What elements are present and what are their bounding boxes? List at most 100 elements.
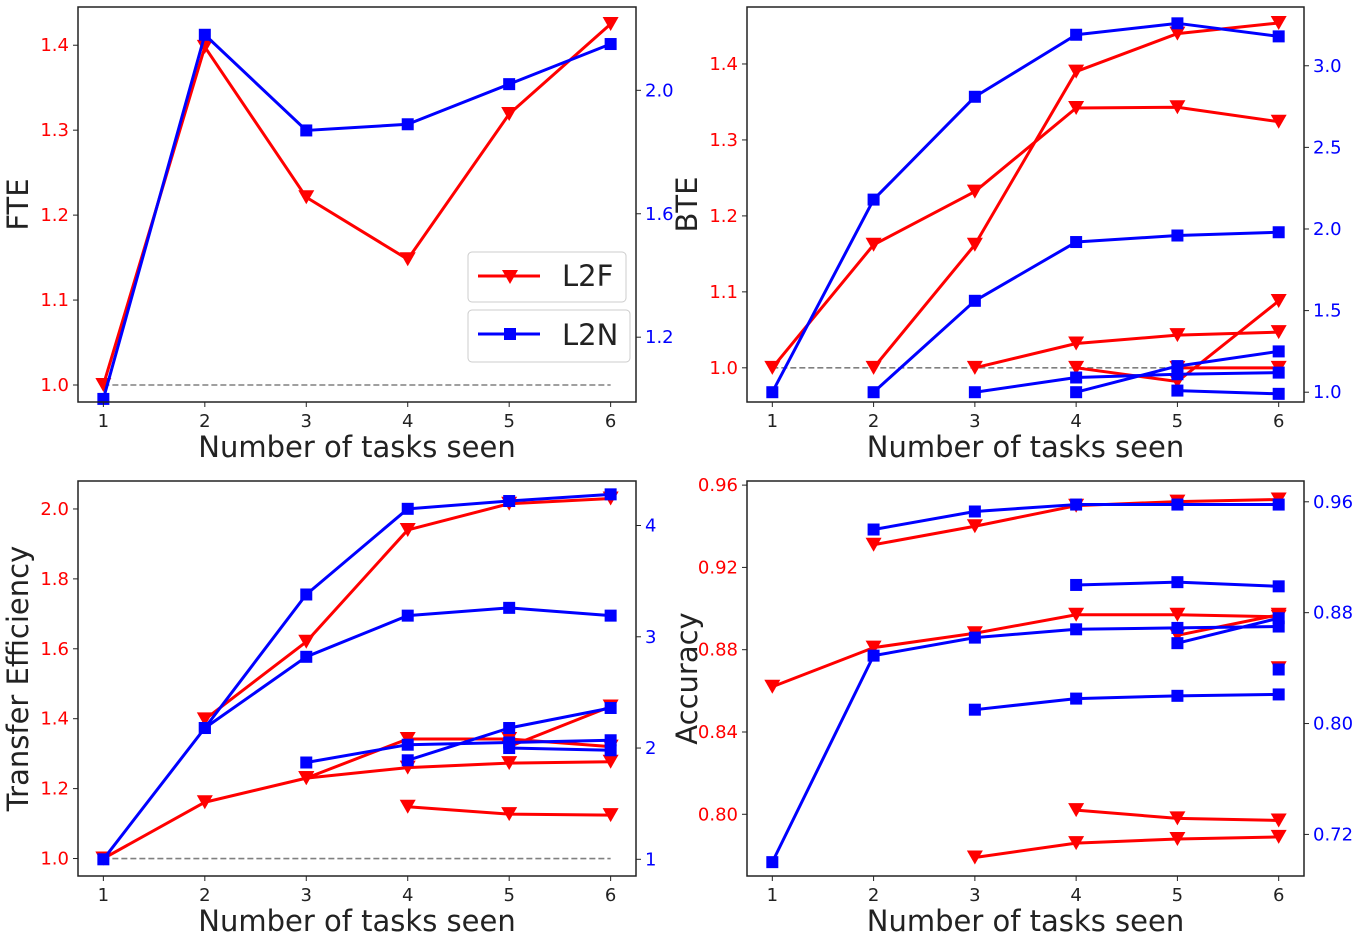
data-point (604, 701, 617, 714)
series-line (770, 21, 1279, 393)
x-tick-label: 2 (868, 411, 879, 432)
x-tick-label: 6 (1273, 885, 1284, 906)
series-line (771, 105, 1279, 369)
series-line (101, 33, 612, 400)
y-axis-title: Accuracy (670, 612, 704, 744)
plot-frame (77, 480, 637, 877)
y-tick-label: 1.0 (709, 358, 738, 379)
data-point (401, 738, 414, 751)
data-point (198, 722, 211, 735)
data-point (865, 537, 882, 552)
data-point (1171, 621, 1184, 634)
data-point (1068, 803, 1085, 818)
data-point (1070, 578, 1083, 591)
series-line (974, 330, 1279, 370)
plot-frame (746, 6, 1305, 403)
x-axis-title: Number of tasks seen (198, 904, 515, 938)
x-tick-label: 2 (868, 885, 879, 906)
y2-tick-label: 2.5 (1313, 137, 1342, 158)
series-l2n-6 (766, 620, 1285, 869)
series-l2n-5 (97, 488, 617, 866)
data-point (1068, 360, 1085, 375)
data-point (867, 386, 880, 399)
data-point (399, 799, 416, 814)
y-tick-label: 1.4 (40, 709, 69, 730)
y-axis-title: BTE (670, 177, 704, 233)
y2-tick-label: 1 (645, 849, 656, 870)
data-point (1270, 325, 1287, 340)
data-point (968, 505, 981, 518)
data-point (865, 360, 882, 375)
series-l2n-7 (867, 498, 1285, 536)
series-l2n-8 (968, 688, 1285, 716)
y2-tick-label: 3 (645, 627, 656, 648)
data-point (865, 640, 882, 655)
y-tick-label: 2.0 (40, 499, 69, 520)
series-l2f-0 (95, 754, 619, 866)
data-point (196, 39, 213, 54)
data-point (968, 703, 981, 716)
y2-tick-label: 3.0 (1313, 56, 1342, 77)
x-tick-label: 6 (605, 885, 616, 906)
y2-tick-label: 1.5 (1313, 301, 1342, 322)
data-point (1272, 688, 1285, 701)
data-point (1169, 26, 1186, 41)
series-line (509, 746, 611, 752)
series-l2f-3 (399, 799, 619, 823)
y-tick-label: 1.6 (40, 639, 69, 660)
data-point (196, 795, 213, 810)
series-l2n-11 (1272, 663, 1285, 676)
x-tick-label: 5 (1172, 885, 1183, 906)
x-tick-label: 4 (402, 411, 413, 432)
data-point (501, 756, 518, 771)
data-point (1070, 28, 1083, 41)
y-tick-label: 0.92 (698, 557, 738, 578)
data-point (1270, 114, 1287, 129)
data-point (1171, 17, 1184, 30)
series-l2n-5 (766, 17, 1285, 399)
data-point (1169, 831, 1186, 846)
series-l2f-1 (865, 15, 1287, 375)
data-point (503, 601, 516, 614)
data-point (766, 386, 779, 399)
y2-tick-label: 4 (645, 516, 656, 537)
data-point (865, 237, 882, 252)
series-l2f-3 (1068, 803, 1287, 828)
series-line (974, 371, 1279, 394)
data-point (966, 360, 983, 375)
data-point (1171, 384, 1184, 397)
data-point (401, 609, 414, 622)
data-point (1270, 15, 1287, 30)
x-tick-label: 5 (503, 411, 514, 432)
data-point (1169, 100, 1186, 115)
data-point (401, 502, 414, 515)
data-point (1272, 580, 1285, 593)
data-point (1070, 386, 1083, 399)
x-tick-label: 2 (199, 411, 210, 432)
data-point (966, 184, 983, 199)
data-point (298, 634, 315, 649)
y-tick-label: 1.2 (40, 779, 69, 800)
data-point (1070, 371, 1083, 384)
panel-bte: 1 2 3 4 5 6 1.0 1.1 1.2 1.3 1.4 1.0 1.5 2.0 2.5 3.0 Num… (670, 6, 1342, 464)
series-line (102, 492, 611, 861)
x-tick-label: 4 (402, 885, 413, 906)
data-point (1272, 366, 1285, 379)
y-tick-label: 1.0 (40, 375, 69, 396)
data-point (1171, 576, 1184, 589)
x-tick-label: 4 (1070, 885, 1081, 906)
data-point (401, 118, 414, 131)
data-point (298, 771, 315, 786)
data-point (1270, 813, 1287, 828)
y-tick-label: 1.3 (709, 130, 738, 151)
data-point (1070, 692, 1083, 705)
series-line (974, 692, 1279, 712)
x-tick-label: 3 (969, 885, 980, 906)
data-point (1169, 328, 1186, 343)
data-point (300, 588, 313, 601)
data-point (968, 294, 981, 307)
x-tick-label: 1 (98, 885, 109, 906)
data-point (501, 107, 518, 122)
series-line (102, 760, 611, 860)
y-tick-label: 1.0 (40, 849, 69, 870)
